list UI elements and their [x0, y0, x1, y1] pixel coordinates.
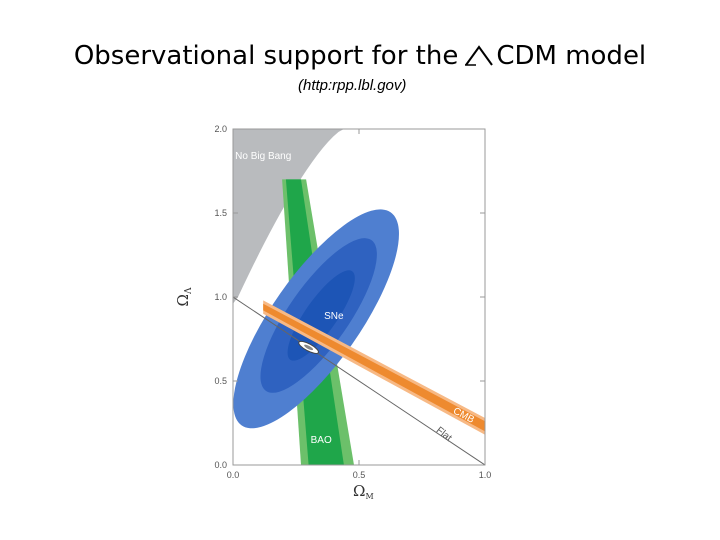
slide-title: Observational support for the CDM model	[0, 38, 720, 74]
no-big-bang-region	[233, 129, 344, 304]
y-tick-label: 2.0	[214, 124, 227, 134]
x-tick-label: 0.0	[227, 470, 240, 480]
best-fit-core	[304, 344, 314, 351]
title-prefix: Observational support for the	[73, 41, 459, 71]
x-axis-label: ΩM	[353, 482, 374, 501]
flat-line	[233, 296, 485, 465]
source-citation: (http:rpp.lbl.gov)	[298, 77, 407, 94]
y-tick-label: 0.5	[214, 376, 227, 386]
lambda-icon	[465, 45, 494, 66]
y-axis-label: ΩΛ	[174, 287, 194, 306]
label-bao: BAO	[311, 435, 332, 446]
y-tick-label: 0.0	[214, 460, 227, 470]
sne-core-contour	[287, 270, 355, 361]
cmb-inner-contour	[263, 303, 485, 432]
title-suffix: CDM model	[496, 41, 647, 71]
cosmology-constraints-chart: 0.0 0.5 1.0 0.0 0.5 1.0 1.5 2.0 No Big Bang SNe B…	[174, 124, 492, 501]
x-tick-label: 1.0	[479, 470, 492, 480]
label-sne: SNe	[324, 311, 344, 322]
label-flat: Flat	[434, 425, 454, 444]
label-no-big-bang: No Big Bang	[235, 151, 291, 162]
y-tick-label: 1.0	[214, 292, 227, 302]
x-tick-label: 0.5	[353, 470, 366, 480]
y-tick-label: 1.5	[214, 208, 227, 218]
